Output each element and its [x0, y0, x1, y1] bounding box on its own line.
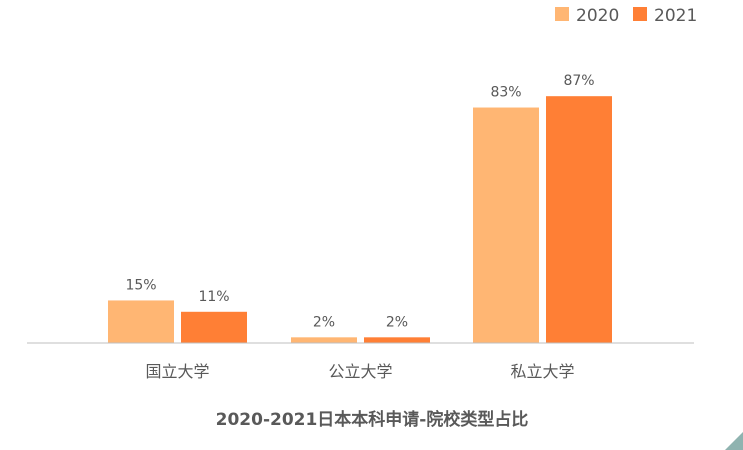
- bar-2020-2: [473, 107, 539, 344]
- x-tick-label-1: 公立大学: [328, 362, 392, 381]
- bar-2021-2: [546, 96, 612, 343]
- x-tick-labels: 国立大学 公立大学 私立大学: [145, 362, 574, 381]
- data-label-2021-1: 2%: [386, 314, 408, 330]
- x-tick-label-0: 国立大学: [145, 362, 209, 381]
- legend-swatch-2021: [633, 7, 647, 21]
- x-tick-label-2: 私立大学: [510, 362, 574, 381]
- bar-2020-1: [291, 337, 357, 343]
- bars: 15% 11% 2% 2% 83% 87%: [108, 73, 612, 344]
- bar-2021-1: [364, 337, 430, 343]
- chart-title: 2020-2021日本本科申请-院校类型占比: [216, 409, 529, 430]
- legend-label-2021: 2021: [654, 6, 697, 26]
- data-label-2020-0: 15%: [125, 277, 156, 293]
- data-label-2021-0: 11%: [198, 289, 229, 305]
- legend: 2020 2021: [555, 6, 697, 26]
- bar-2021-0: [181, 311, 247, 343]
- legend-label-2020: 2020: [576, 6, 619, 26]
- data-label-2021-2: 87%: [563, 73, 594, 89]
- legend-swatch-2020: [555, 7, 569, 21]
- corner-decoration: [725, 432, 743, 450]
- data-label-2020-1: 2%: [313, 314, 335, 330]
- data-label-2020-2: 83%: [490, 85, 521, 101]
- bar-2020-0: [108, 300, 174, 343]
